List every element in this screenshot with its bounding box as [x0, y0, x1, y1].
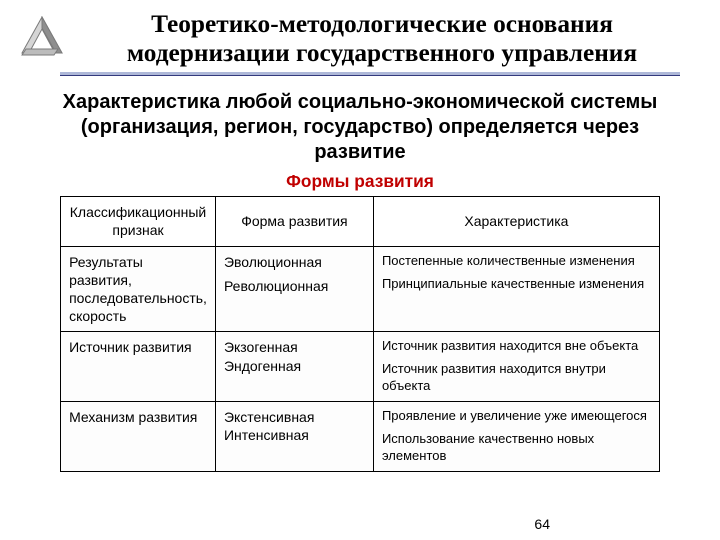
char-b: Использование качественно новых элементо…	[382, 431, 651, 465]
form-b: Эндогенная	[224, 357, 365, 375]
header: Теоретико-методологические основания мод…	[0, 0, 720, 68]
header-divider	[60, 72, 680, 76]
cell-characteristic: Источник развития находится вне объекта …	[373, 332, 659, 402]
cell-criterion: Механизм развития	[61, 402, 216, 472]
page-number: 64	[534, 516, 550, 532]
subtitle-line2: (организация, регион, государство) опред…	[36, 115, 684, 140]
form-a: Экзогенная	[224, 338, 365, 356]
form-a: Эволюционная	[224, 253, 365, 271]
cell-characteristic: Постепенные количественные изменения При…	[373, 246, 659, 332]
col-header-form: Форма развития	[215, 197, 373, 246]
subtitle-line1: Характеристика любой социально-экономиче…	[36, 90, 684, 115]
table-header-row: Классификационный признак Форма развития…	[61, 197, 660, 246]
form-b: Революционная	[224, 277, 365, 295]
char-a: Постепенные количественные изменения	[382, 253, 651, 270]
penrose-logo	[20, 16, 64, 61]
subtitle-line3: развитие	[36, 140, 684, 165]
title-line2: модернизации государственного управления	[74, 39, 690, 68]
title-line1: Теоретико-методологические основания	[74, 10, 690, 39]
page-title: Теоретико-методологические основания мод…	[74, 10, 690, 68]
form-b: Интенсивная	[224, 426, 365, 444]
cell-form: Экзогенная Эндогенная	[215, 332, 373, 402]
form-a: Экстенсивная	[224, 408, 365, 426]
char-a: Проявление и увеличение уже имеющегося	[382, 408, 651, 425]
table-caption: Формы развития	[0, 171, 720, 192]
char-b: Источник развития находится внутри объек…	[382, 361, 651, 395]
subtitle: Характеристика любой социально-экономиче…	[36, 90, 684, 165]
cell-characteristic: Проявление и увеличение уже имеющегося И…	[373, 402, 659, 472]
char-b: Принципиальные качественные изменения	[382, 276, 651, 293]
table-row: Механизм развития Экстенсивная Интенсивн…	[61, 402, 660, 472]
table-row: Результаты развития, последовательность,…	[61, 246, 660, 332]
cell-form: Экстенсивная Интенсивная	[215, 402, 373, 472]
cell-criterion: Результаты развития, последовательность,…	[61, 246, 216, 332]
char-a: Источник развития находится вне объекта	[382, 338, 651, 355]
penrose-side-bottom	[22, 49, 58, 55]
cell-form: Эволюционная Революционная	[215, 246, 373, 332]
forms-table: Классификационный признак Форма развития…	[60, 196, 660, 471]
col-header-criterion: Классификационный признак	[61, 197, 216, 246]
col-header-characteristic: Характеристика	[373, 197, 659, 246]
cell-criterion: Источник развития	[61, 332, 216, 402]
table-row: Источник развития Экзогенная Эндогенная …	[61, 332, 660, 402]
